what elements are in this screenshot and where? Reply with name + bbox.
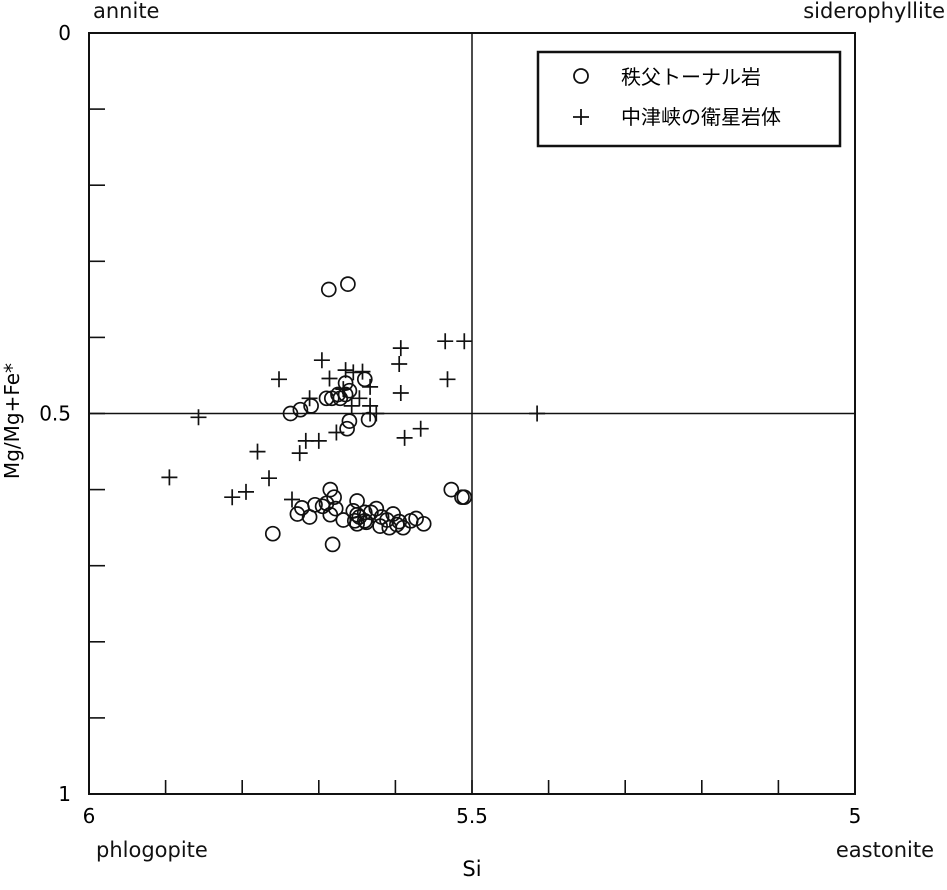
- x-axis-label: Si: [462, 857, 481, 881]
- data-point-series-2: [362, 378, 379, 395]
- legend-marker-circle: [573, 68, 589, 84]
- data-point-series-1: [341, 382, 358, 399]
- data-point-series-2: [297, 432, 314, 449]
- data-point-series-1: [330, 386, 346, 403]
- data-point-series-2: [362, 405, 379, 422]
- tick-labels: 0 0.5 16 5.5 5: [39, 21, 861, 828]
- data-point-series-2: [456, 333, 473, 350]
- corner-label-phlogopite: phlogopite: [96, 838, 208, 862]
- data-point-series-2: [238, 483, 254, 500]
- data-point-series-2: [249, 443, 266, 460]
- data-point-series-2: [328, 424, 345, 441]
- x-tick-label: 6: [83, 804, 96, 828]
- data-point-series-2: [529, 405, 546, 422]
- data-point-series-1: [301, 509, 318, 525]
- data-point-series-2: [343, 397, 360, 414]
- data-point-series-1: [360, 411, 377, 428]
- data-point-series-2: [437, 333, 454, 350]
- data-point-series-2: [284, 491, 300, 508]
- data-point-series-1: [318, 390, 335, 407]
- corner-label-annite: annite: [93, 0, 160, 23]
- data-point-series-2: [321, 370, 338, 387]
- data-point-series-1: [322, 506, 339, 523]
- data-point-series-2: [439, 371, 456, 388]
- data-point-series-1: [264, 525, 281, 542]
- y-tick-label: 1: [58, 782, 71, 806]
- legend-box: [536, 50, 842, 148]
- data-point-series-2: [301, 390, 318, 407]
- data-point-series-1: [443, 481, 460, 498]
- data-point-series-1: [356, 504, 373, 521]
- data-point-series-2: [313, 352, 330, 369]
- data-point-series-2: [351, 390, 368, 407]
- data-point-series-1: [395, 519, 411, 536]
- data-point-series-1: [292, 401, 309, 418]
- legend-label-series-2: 中津峡の衛星岩体: [621, 105, 781, 129]
- corner-label-siderophyllite: siderophyllite: [803, 0, 945, 23]
- corner-label-eastonite: eastonite: [835, 838, 934, 862]
- data-point-series-1: [320, 281, 337, 298]
- data-point-series-2: [190, 409, 207, 426]
- legend: 秩父トーナル岩 中津峡の衛星岩体: [536, 50, 842, 148]
- data-point-series-2: [396, 429, 413, 446]
- data-point-series-1: [339, 420, 355, 437]
- data-point-series-2: [271, 371, 287, 388]
- y-tick-label: 0: [58, 21, 71, 45]
- data-point-series-1: [289, 506, 306, 522]
- data-point-series-1: [340, 276, 356, 292]
- data-point-series-2: [391, 356, 408, 372]
- data-point-series-1: [456, 489, 473, 506]
- data-points: [161, 276, 546, 553]
- data-point-series-2: [392, 340, 409, 357]
- data-point-series-1: [368, 500, 385, 517]
- data-point-series-2: [337, 362, 354, 379]
- data-point-series-2: [224, 489, 241, 506]
- y-tick-label: 0.5: [39, 402, 71, 426]
- data-point-series-1: [341, 413, 358, 429]
- legend-marker-plus: [573, 109, 589, 125]
- data-point-series-2: [261, 470, 277, 487]
- data-point-series-1: [324, 536, 341, 553]
- data-point-series-1: [349, 515, 365, 532]
- data-point-series-1: [358, 514, 375, 531]
- data-point-series-2: [354, 363, 371, 380]
- data-point-series-2: [412, 420, 429, 437]
- data-point-series-2: [291, 445, 308, 462]
- data-point-series-2: [392, 385, 409, 401]
- x-tick-label: 5.5: [456, 804, 488, 828]
- data-point-series-1: [282, 405, 299, 422]
- data-point-series-2: [161, 469, 178, 486]
- data-point-series-1: [346, 512, 363, 529]
- data-point-series-2: [335, 381, 352, 398]
- y-axis-label: Mg/Mg+Fe*: [0, 363, 24, 479]
- legend-label-series-1: 秩父トーナル岩: [621, 65, 761, 89]
- data-point-series-1: [415, 515, 432, 532]
- data-point-series-1: [318, 495, 335, 512]
- x-tick-label: 5: [849, 804, 862, 828]
